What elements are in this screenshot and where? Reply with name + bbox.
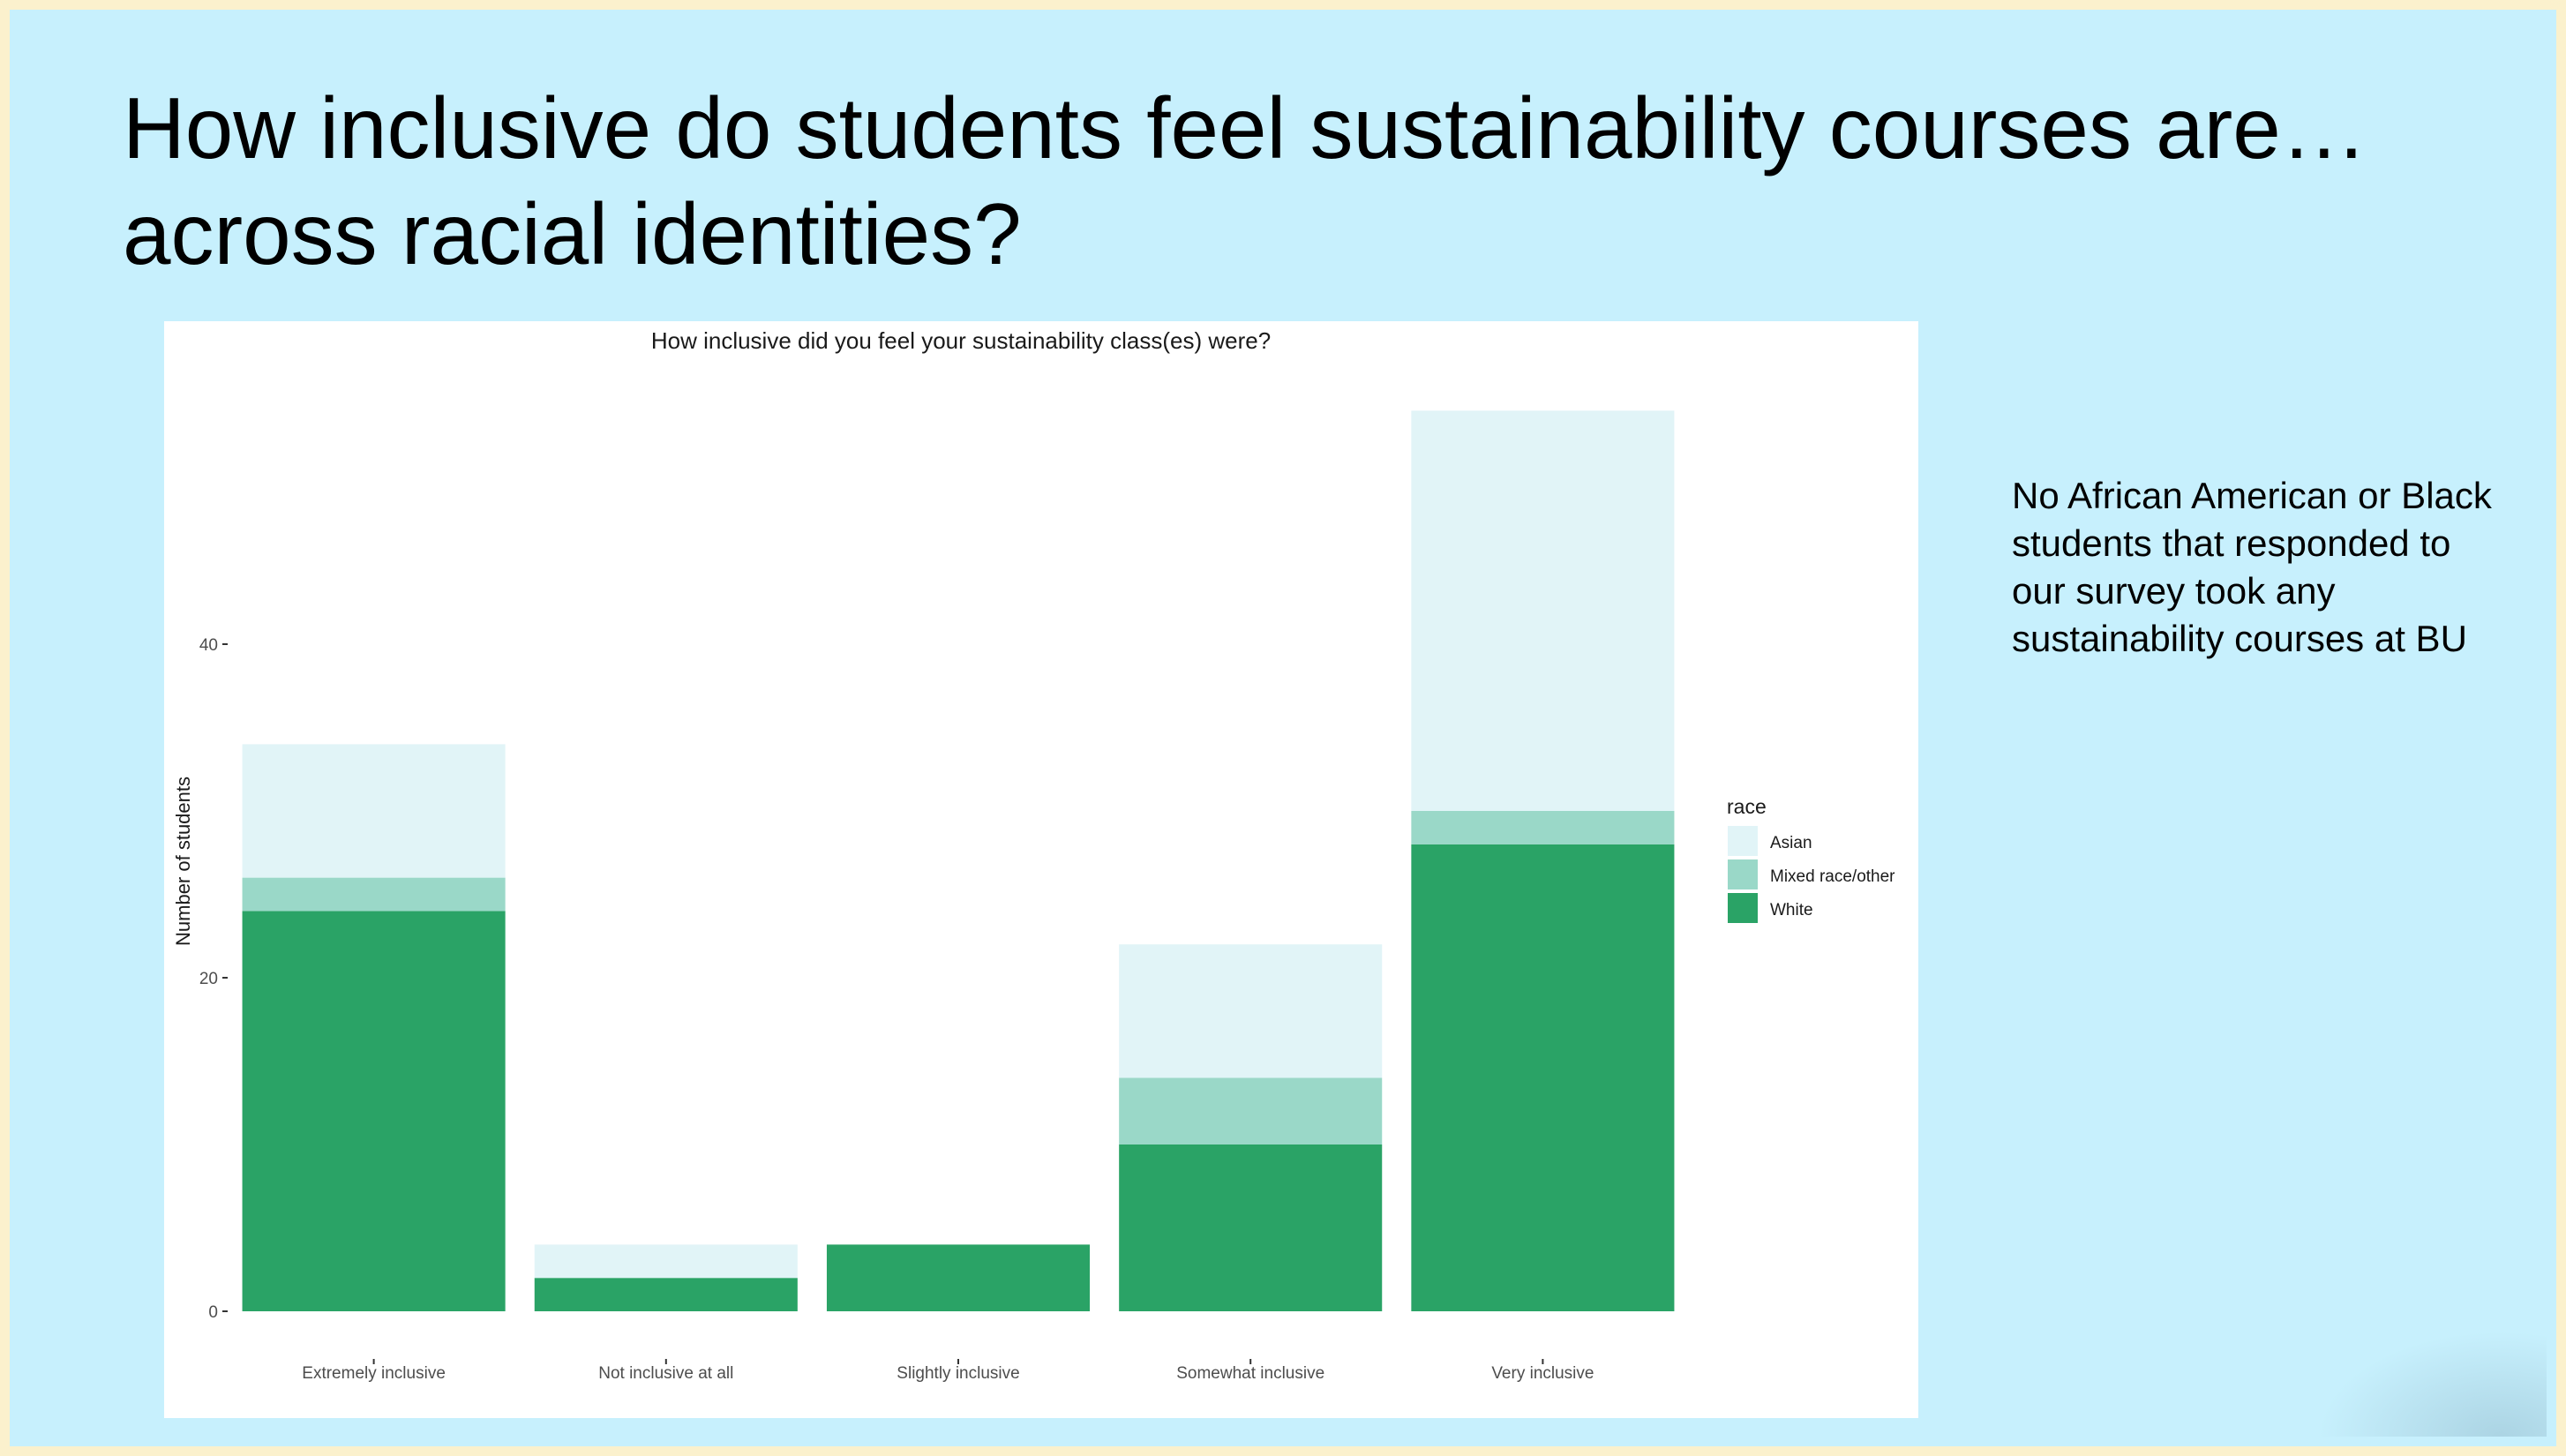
y-tick-label: 20 bbox=[199, 970, 218, 988]
bar-somewhat-inclusive-asian bbox=[1119, 944, 1383, 1078]
bar-somewhat-inclusive-white bbox=[1119, 1145, 1383, 1311]
y-tick-label: 0 bbox=[208, 1303, 218, 1322]
bar-very-inclusive-white bbox=[1411, 844, 1675, 1311]
y-axis-label: Number of students bbox=[172, 777, 194, 946]
chart-panel: How inclusive did you feel your sustaina… bbox=[164, 321, 1918, 1418]
stacked-bar-chart: How inclusive did you feel your sustaina… bbox=[172, 327, 1895, 1383]
x-tick-label: Not inclusive at all bbox=[598, 1364, 733, 1383]
legend-label-asian: Asian bbox=[1770, 834, 1812, 852]
bars-group bbox=[242, 410, 1675, 1311]
bar-very-inclusive-mixed-race-other bbox=[1411, 811, 1675, 844]
slide-title: How inclusive do students feel sustainab… bbox=[123, 79, 2367, 282]
bar-not-inclusive-at-all-asian bbox=[534, 1244, 798, 1279]
bar-extremely-inclusive-mixed-race-other bbox=[242, 877, 506, 912]
legend-key-mixed-race-other bbox=[1728, 859, 1758, 889]
legend: race Asian Mixed race/other White bbox=[1727, 795, 1895, 923]
bar-slightly-inclusive-white bbox=[826, 1244, 1091, 1311]
side-note: No African American or Black students th… bbox=[2012, 475, 2492, 659]
legend-title: race bbox=[1727, 795, 1767, 818]
x-tick-label: Somewhat inclusive bbox=[1176, 1364, 1324, 1383]
legend-label-mixed-race-other: Mixed race/other bbox=[1770, 867, 1895, 886]
legend-key-asian bbox=[1728, 826, 1758, 856]
y-axis: 0 20 40 bbox=[199, 636, 228, 1322]
corner-shadow bbox=[2317, 1331, 2547, 1437]
x-tick-label: Extremely inclusive bbox=[302, 1364, 446, 1383]
bar-very-inclusive-asian bbox=[1411, 410, 1675, 811]
y-tick-label: 40 bbox=[199, 636, 218, 655]
x-tick-label: Very inclusive bbox=[1491, 1364, 1594, 1383]
bar-extremely-inclusive-asian bbox=[242, 744, 506, 878]
bar-not-inclusive-at-all-white bbox=[534, 1278, 798, 1311]
x-axis: Extremely inclusive Not inclusive at all S… bbox=[302, 1359, 1594, 1383]
chart-title: How inclusive did you feel your sustaina… bbox=[651, 327, 1271, 354]
legend-label-white: White bbox=[1770, 901, 1813, 919]
bar-extremely-inclusive-white bbox=[242, 911, 506, 1311]
legend-key-white bbox=[1728, 893, 1758, 923]
x-tick-label: Slightly inclusive bbox=[897, 1364, 1019, 1383]
bar-somewhat-inclusive-mixed-race-other bbox=[1119, 1077, 1383, 1145]
